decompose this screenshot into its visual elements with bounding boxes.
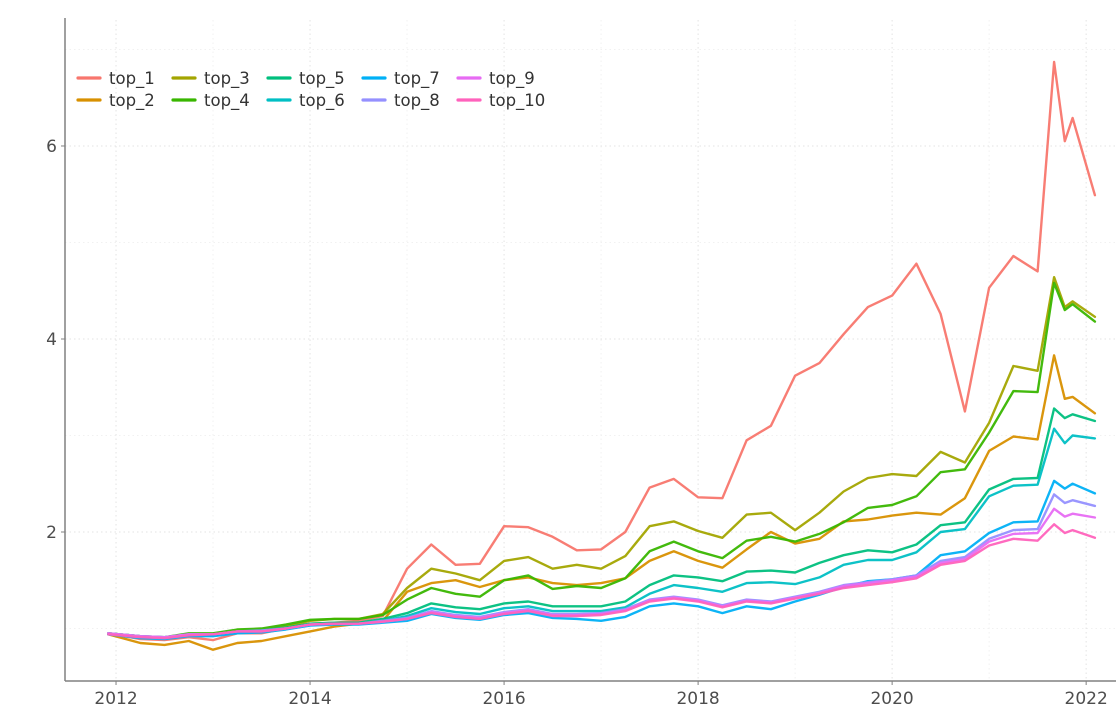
- x-tick-label: 2014: [288, 689, 331, 709]
- axes: [61, 18, 1116, 685]
- line-chart: 2012 2014 2016 2018 2020 2022 2 4 6 top_1 top_2 top…: [40, 16, 1116, 712]
- legend-label-top_3: top_3: [204, 69, 250, 89]
- legend-label-top_2: top_2: [109, 91, 155, 111]
- legend-item-top_9: top_9: [456, 69, 535, 89]
- x-tick-label: 2018: [676, 689, 719, 709]
- series-line-top_9: [107, 507, 1097, 639]
- legend-label-top_9: top_9: [489, 69, 535, 89]
- legend-label-top_10: top_10: [489, 91, 545, 111]
- legend-label-top_7: top_7: [394, 69, 440, 89]
- legend-label-top_5: top_5: [299, 69, 345, 89]
- y-tick-label: 2: [46, 523, 57, 543]
- legend-item-top_10: top_10: [456, 91, 545, 111]
- legend-label-top_1: top_1: [109, 69, 155, 89]
- y-tick-label: 4: [46, 330, 57, 350]
- x-tick-label: 2020: [870, 689, 913, 709]
- x-tick-label: 2016: [482, 689, 525, 709]
- legend-item-top_3: top_3: [171, 69, 250, 89]
- legend-item-top_4: top_4: [171, 91, 250, 111]
- y-tick-label: 6: [46, 137, 57, 157]
- y-tick-labels: 2 4 6: [46, 137, 57, 543]
- legend-item-top_7: top_7: [361, 69, 440, 89]
- legend-item-top_5: top_5: [266, 69, 345, 89]
- series-line-top_10: [107, 523, 1097, 640]
- legend-label-top_8: top_8: [394, 91, 440, 111]
- series-line-top_4: [107, 281, 1097, 639]
- grid-minor: [65, 20, 1116, 681]
- legend-label-top_4: top_4: [204, 91, 250, 111]
- x-tick-label: 2022: [1065, 689, 1108, 709]
- chart-svg: 2012 2014 2016 2018 2020 2022246top_1top_2top…: [46, 18, 1116, 709]
- series-line-top_5: [107, 407, 1097, 639]
- x-tick-label: 2012: [94, 689, 137, 709]
- legend-item-top_1: top_1: [76, 69, 155, 89]
- legend-item-top_6: top_6: [266, 91, 345, 111]
- legend-label-top_6: top_6: [299, 91, 345, 111]
- series-lines: [107, 60, 1097, 651]
- x-tick-labels: 2012 2014 2016 2018 2020 2022: [94, 689, 1107, 709]
- grid-major: [65, 20, 1116, 681]
- legend-item-top_8: top_8: [361, 91, 440, 111]
- legend-item-top_2: top_2: [76, 91, 155, 111]
